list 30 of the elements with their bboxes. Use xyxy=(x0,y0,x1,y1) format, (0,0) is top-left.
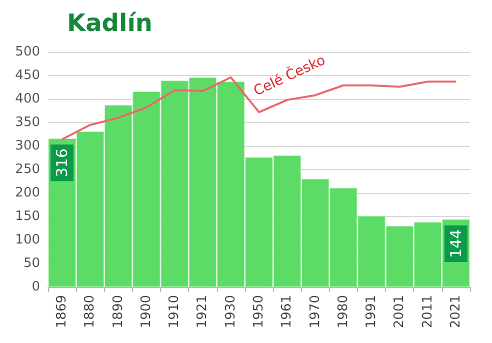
data-label: 316 xyxy=(53,148,72,178)
x-tick-label: 1980 xyxy=(336,295,351,328)
y-tick-label: 250 xyxy=(15,162,40,177)
x-tick-label: 1991 xyxy=(364,295,380,328)
chart-title: Kadlín xyxy=(67,9,153,37)
x-tick-label: 1890 xyxy=(110,295,126,328)
y-tick-label: 100 xyxy=(15,232,40,248)
y-tick-label: 500 xyxy=(15,44,40,60)
x-tick-label: 2001 xyxy=(392,295,408,328)
y-tick-label: 150 xyxy=(15,209,40,224)
x-tick-label: 2011 xyxy=(420,295,436,328)
x-tick-label: 1921 xyxy=(195,295,210,328)
x-tick-label: 1950 xyxy=(252,295,266,328)
x-tick-label: 1869 xyxy=(54,295,70,328)
y-tick-label: 200 xyxy=(15,186,40,200)
x-tick-label: 1880 xyxy=(82,295,98,328)
y-tick-label: 400 xyxy=(15,92,40,106)
y-tick-label: 50 xyxy=(23,256,40,271)
x-tick-label: 1970 xyxy=(308,295,323,328)
y-tick-label: 0 xyxy=(32,280,40,294)
x-tick-label: 1961 xyxy=(280,295,295,328)
text: Celé Česko xyxy=(250,51,328,100)
x-tick-label: 1900 xyxy=(138,295,154,328)
x-tick-label: 2021 xyxy=(448,295,464,328)
x-tick-label: 1930 xyxy=(223,295,238,328)
y-tick-label: 350 xyxy=(15,115,40,130)
y-tick-label: 300 xyxy=(15,138,40,154)
data-label: 144 xyxy=(446,229,465,258)
y-tick-label: 450 xyxy=(15,68,40,83)
x-tick-label: 1910 xyxy=(167,295,182,328)
